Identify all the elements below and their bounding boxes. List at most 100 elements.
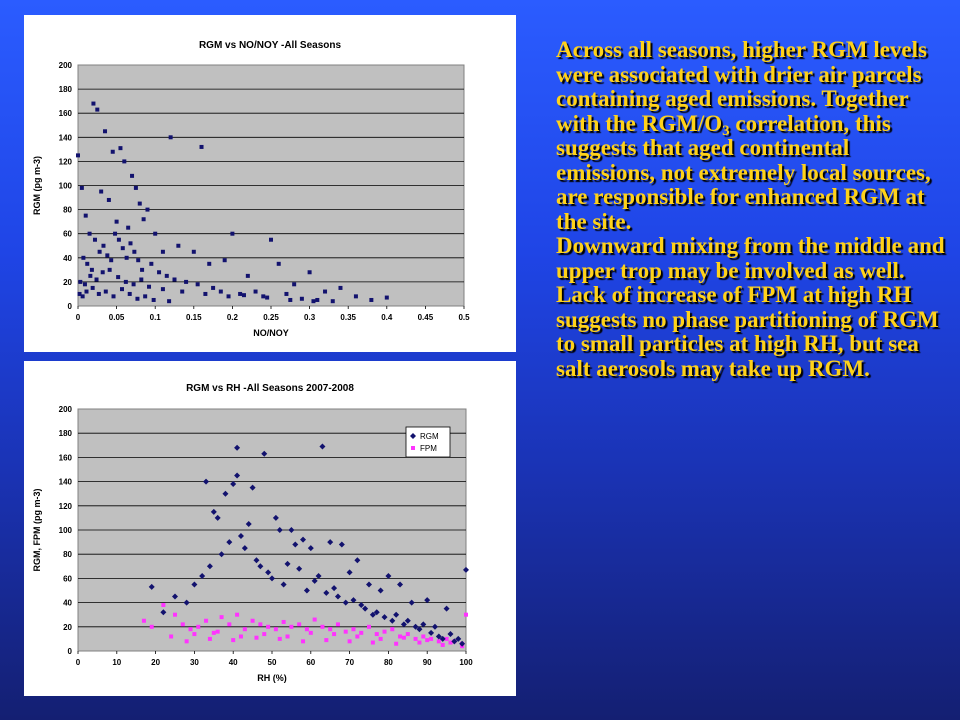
chart-1-point-rgm bbox=[84, 289, 89, 294]
chart-1-point-rgm bbox=[81, 255, 86, 260]
chart-2-point-rgm bbox=[245, 520, 252, 527]
chart-2-point-rgm bbox=[269, 575, 275, 582]
chart-1-point-rgm bbox=[97, 249, 102, 254]
chart-1-point-rgm bbox=[116, 275, 121, 280]
chart-panel-rgm-vs-rh: RGM vs RH -All Seasons 2007-2008 0 20 40 60 8… bbox=[24, 361, 516, 696]
chart-2-point-rgm bbox=[358, 602, 365, 609]
chart-2-point-fpm bbox=[211, 630, 216, 635]
chart-1-point-rgm bbox=[80, 294, 85, 299]
chart-1-point-rgm bbox=[218, 289, 223, 294]
chart-2-point-rgm bbox=[280, 581, 287, 588]
chart-2-point-fpm bbox=[281, 619, 286, 624]
chart-1-point-rgm bbox=[120, 246, 125, 251]
chart-2-point-rgm bbox=[323, 589, 330, 596]
chart-2-x-tick-label: 40 bbox=[229, 658, 238, 667]
chart-2-point-fpm bbox=[324, 638, 329, 643]
chart-2-point-rgm bbox=[327, 539, 334, 546]
chart-2-point-rgm bbox=[191, 581, 198, 588]
chart-2-point-fpm bbox=[448, 640, 453, 645]
chart-2-point-rgm bbox=[160, 609, 167, 616]
chart-1-point-rgm bbox=[180, 289, 185, 294]
chart-1-point-rgm bbox=[116, 237, 121, 242]
chart-2-point-fpm bbox=[417, 640, 422, 645]
chart-2-point-rgm bbox=[300, 536, 307, 543]
chart-2-point-rgm bbox=[412, 623, 419, 630]
chart-2-point-fpm bbox=[235, 612, 240, 617]
chart-2-x-tick-label: 80 bbox=[384, 658, 393, 667]
chart-1-point-rgm bbox=[160, 287, 165, 292]
chart-2-point-fpm bbox=[215, 629, 220, 634]
chart-2-point-rgm bbox=[222, 490, 229, 497]
chart-1-point-rgm bbox=[109, 258, 114, 263]
chart-1-x-tick-label: 0.5 bbox=[458, 313, 470, 322]
chart-2-point-fpm bbox=[277, 636, 282, 641]
chart-2-point-rgm bbox=[393, 611, 400, 618]
chart-1-point-rgm bbox=[124, 255, 129, 260]
chart-2-point-fpm bbox=[304, 627, 309, 632]
chart-2-point-fpm bbox=[301, 639, 306, 644]
chart-2-point-fpm bbox=[141, 618, 146, 623]
chart-1-point-rgm bbox=[111, 294, 116, 299]
chart-2-point-rgm bbox=[369, 611, 376, 618]
chart-1-x-axis-label: NO/NOY bbox=[253, 328, 289, 338]
chart-2-point-fpm bbox=[219, 615, 224, 620]
chart-1-point-rgm bbox=[120, 287, 125, 292]
chart-2-y-tick-label: 120 bbox=[59, 502, 73, 511]
chart-2-point-fpm bbox=[161, 603, 166, 608]
chart-2-point-rgm bbox=[404, 617, 411, 624]
chart-2-legend-marker bbox=[410, 433, 416, 439]
chart-2-point-fpm bbox=[440, 642, 445, 647]
chart-1-x-tick-label: 0.05 bbox=[109, 313, 125, 322]
chart-1-point-rgm bbox=[141, 217, 146, 222]
chart-2-point-fpm bbox=[196, 624, 201, 629]
paragraph-1-text-b: correlation, this suggests that aged con… bbox=[556, 110, 931, 234]
chart-2-point-fpm bbox=[238, 634, 243, 639]
chart-2-point-rgm bbox=[214, 514, 221, 521]
chart-1-y-tick-label: 160 bbox=[59, 109, 73, 118]
paragraph-fpm-high-rh: Lack of increase of FPM at high RH sugge… bbox=[556, 282, 939, 381]
chart-1-point-rgm bbox=[101, 243, 106, 248]
chart-1-point-rgm bbox=[128, 241, 133, 246]
chart-1-point-rgm bbox=[95, 107, 100, 112]
chart-2-point-rgm bbox=[381, 614, 388, 621]
chart-2-point-rgm bbox=[463, 566, 469, 573]
chart-2-point-rgm bbox=[303, 587, 310, 594]
chart-2-point-fpm bbox=[421, 634, 426, 639]
chart-1-point-rgm bbox=[307, 270, 312, 275]
chart-1-point-rgm bbox=[160, 249, 165, 254]
chart-1-point-rgm bbox=[103, 289, 108, 294]
chart-2-point-fpm bbox=[262, 632, 267, 637]
chart-2-point-rgm bbox=[362, 605, 369, 612]
chart-1-point-rgm bbox=[103, 129, 108, 134]
chart-1-point-rgm bbox=[145, 207, 150, 212]
chart-1-point-rgm bbox=[203, 291, 208, 296]
chart-1-point-rgm bbox=[265, 295, 270, 300]
chart-2-point-rgm bbox=[459, 640, 466, 647]
chart-1-point-rgm bbox=[191, 249, 196, 254]
chart-1-point-rgm bbox=[78, 279, 83, 284]
chart-1-title: RGM vs NO/NOY -All Seasons bbox=[199, 40, 342, 51]
chart-1-y-tick-label: 120 bbox=[59, 157, 73, 166]
chart-2-point-fpm bbox=[254, 635, 259, 640]
chart-2-point-rgm bbox=[210, 508, 217, 515]
chart-2-point-rgm bbox=[439, 635, 446, 642]
chart-2-point-rgm bbox=[249, 484, 256, 491]
chart-1-point-rgm bbox=[130, 173, 135, 178]
chart-1-point-rgm bbox=[114, 219, 119, 224]
chart-2-point-fpm bbox=[367, 624, 371, 629]
chart-2-point-fpm bbox=[335, 622, 340, 627]
chart-1-point-rgm bbox=[96, 291, 101, 296]
chart-1-point-rgm bbox=[195, 282, 200, 287]
chart-2-point-rgm bbox=[366, 581, 372, 588]
chart-2-point-rgm bbox=[408, 599, 415, 606]
chart-1-point-rgm bbox=[284, 291, 289, 296]
chart-1-x-tick-label: 0.2 bbox=[227, 313, 239, 322]
chart-2-x-tick-label: 100 bbox=[459, 658, 473, 667]
chart-2-point-fpm bbox=[343, 629, 348, 634]
chart-2-point-rgm bbox=[218, 551, 225, 558]
ozone-subscript: 3 bbox=[722, 122, 730, 139]
paragraph-downward-mixing: Downward mixing from the middle and uppe… bbox=[556, 233, 945, 283]
chart-2-legend-marker bbox=[411, 446, 415, 450]
chart-2-legend-label: FPM bbox=[420, 444, 437, 453]
chart-2-point-rgm bbox=[307, 545, 314, 552]
